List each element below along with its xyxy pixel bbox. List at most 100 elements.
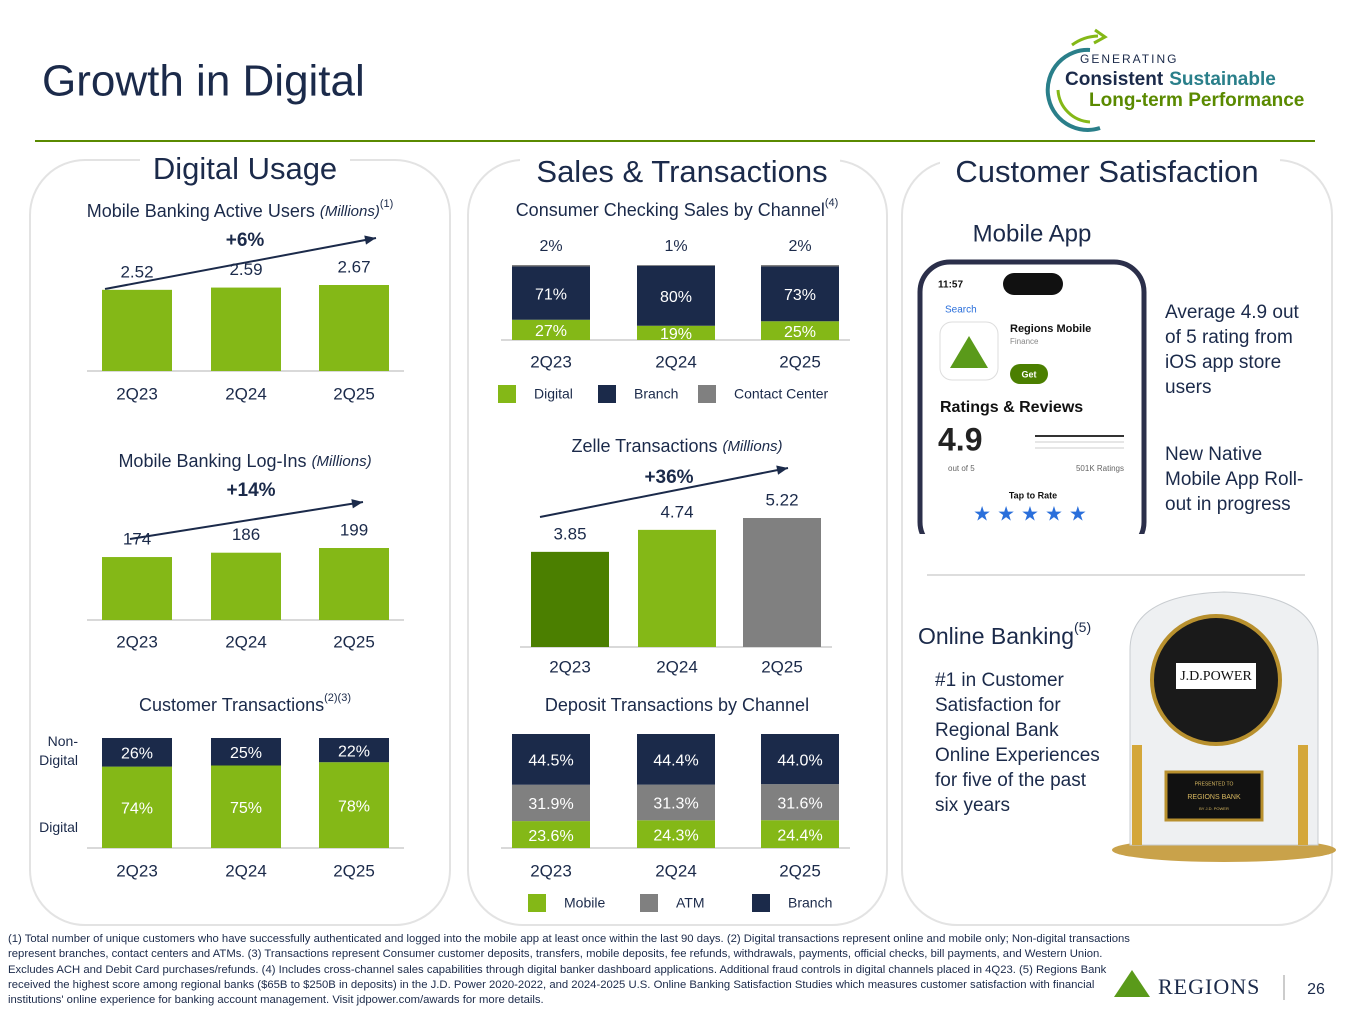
- rating-scale: out of 5: [948, 464, 975, 473]
- growth-label: +6%: [226, 230, 265, 251]
- value-label: 44.4%: [653, 753, 698, 770]
- value-label: 186: [232, 525, 260, 544]
- legend-label: Branch: [788, 895, 832, 911]
- growth-label: +36%: [644, 467, 693, 488]
- chart-title: Mobile Banking Active Users (Millions)(1): [87, 198, 394, 221]
- chart-title: Zelle Transactions (Millions): [571, 436, 782, 456]
- x-tick-label: 2Q23: [549, 657, 591, 676]
- bar-segment: [761, 784, 839, 821]
- bar-segment: [319, 738, 389, 763]
- bar: [743, 518, 821, 647]
- bar-segment: [637, 784, 715, 821]
- legend-swatch: [498, 385, 516, 403]
- x-tick-label: 2Q25: [761, 657, 803, 676]
- legend-label: Mobile: [564, 895, 605, 911]
- value-label: 19%: [660, 326, 692, 343]
- legend-label: Contact Center: [734, 386, 828, 402]
- x-tick-label: 2Q23: [116, 861, 158, 880]
- app-icon-mark: [950, 336, 988, 368]
- trend-arrow: [129, 501, 364, 540]
- bar: [319, 548, 389, 620]
- phone-island: [1003, 273, 1063, 295]
- x-tick-label: 2Q24: [225, 632, 267, 651]
- value-label: 2.59: [229, 260, 262, 279]
- section-heading: Online Banking(5): [918, 619, 1091, 649]
- value-label: 2%: [788, 238, 811, 255]
- legend-swatch: [698, 385, 716, 403]
- bar: [638, 529, 716, 647]
- brand-mark: [1114, 970, 1150, 997]
- logo-arc: [1056, 89, 1091, 124]
- bar-segment: [512, 266, 590, 320]
- bar-segment: [761, 734, 839, 785]
- footnote: (1) Total number of unique customers who…: [8, 933, 1130, 1007]
- bar: [102, 289, 172, 371]
- bar-segment: [512, 821, 590, 848]
- tap-label: Tap to Rate: [1009, 490, 1057, 500]
- footnote-ref: (2)(3): [324, 692, 351, 704]
- value-label: 73%: [784, 287, 816, 304]
- value-label: 2.52: [120, 262, 153, 281]
- trend-arrowhead: [351, 499, 363, 509]
- chart-title-text: Mobile Banking Log-Ins: [118, 451, 306, 471]
- logo-text: Long-term Performance: [1089, 90, 1304, 111]
- value-label: 3.85: [553, 524, 586, 543]
- logo-word: Consistent: [1065, 69, 1164, 90]
- bar-segment: [512, 319, 590, 340]
- x-tick-label: 2Q25: [779, 352, 821, 371]
- chart-title-text: Mobile Banking Active Users: [87, 201, 315, 221]
- value-label: 22%: [338, 743, 370, 760]
- x-tick-label: 2Q25: [333, 632, 375, 651]
- value-label: 25%: [784, 324, 816, 341]
- chart-subtitle: (Millions): [312, 453, 372, 470]
- value-label: 78%: [338, 798, 370, 815]
- x-tick-label: 2Q25: [333, 861, 375, 880]
- slide-title: Growth in Digital: [42, 57, 365, 106]
- bar-segment: [637, 265, 715, 266]
- value-label: 44.5%: [528, 753, 573, 770]
- legend-label: Digital: [39, 819, 78, 835]
- trophy-pillar: [1132, 745, 1142, 845]
- value-label: 74%: [121, 801, 153, 818]
- value-label: 174: [123, 530, 151, 549]
- x-tick-label: 2Q25: [333, 384, 375, 403]
- legend-label: Branch: [634, 386, 678, 402]
- value-label: 26%: [121, 746, 153, 763]
- logo-arc: [1045, 47, 1101, 132]
- chart-title: Consumer Checking Sales by Channel(4): [516, 197, 839, 220]
- x-tick-label: 2Q24: [655, 861, 697, 880]
- chart-subtitle: (Millions): [723, 438, 783, 455]
- value-label: 1%: [664, 238, 687, 255]
- bar-segment: [761, 265, 839, 267]
- chart-title: Customer Transactions(2)(3): [139, 692, 351, 715]
- value-label: 4.74: [660, 502, 693, 521]
- brand-name: REGIONS: [1158, 974, 1260, 999]
- phone-back: Search: [945, 305, 977, 316]
- x-tick-label: 2Q23: [530, 352, 572, 371]
- rating: 4.9: [938, 421, 982, 457]
- footnote-ref: (1): [380, 198, 393, 210]
- growth-label: +14%: [226, 480, 275, 501]
- trophy-plate: [1176, 663, 1256, 689]
- panel-gap: [140, 150, 350, 180]
- value-label: 75%: [230, 800, 262, 817]
- trend-arrow: [104, 237, 377, 290]
- bar-segment: [211, 738, 281, 766]
- rating-count: 501K Ratings: [1076, 464, 1124, 473]
- bar: [319, 285, 389, 371]
- x-tick-label: 2Q24: [656, 657, 698, 676]
- value-label: 31.6%: [777, 795, 822, 812]
- trophy-pillar: [1298, 745, 1308, 845]
- value-label: 27%: [535, 323, 567, 340]
- plaque-text: BY J.D. POWER: [1199, 806, 1229, 811]
- bar-segment: [512, 784, 590, 822]
- value-label: 199: [340, 520, 368, 539]
- panel-title: Customer Satisfaction: [955, 154, 1258, 189]
- chart-title-text: Customer Transactions: [139, 695, 324, 715]
- bar: [531, 551, 609, 647]
- bar: [211, 552, 281, 620]
- legend-swatch: [752, 894, 770, 912]
- page-number: 26: [1307, 981, 1325, 998]
- ratings-heading: Ratings & Reviews: [940, 399, 1083, 416]
